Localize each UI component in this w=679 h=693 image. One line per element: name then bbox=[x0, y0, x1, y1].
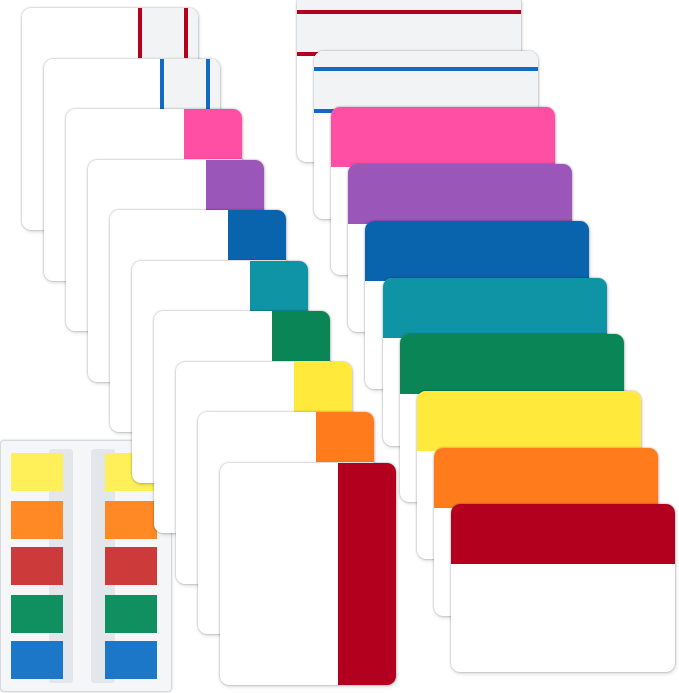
flag bbox=[105, 641, 157, 679]
tab-lines-red bbox=[297, 0, 521, 54]
tab-teal bbox=[382, 277, 607, 338]
tab-line bbox=[297, 10, 521, 14]
tab-lines-red bbox=[140, 8, 198, 58]
tab-card-red bbox=[220, 462, 396, 685]
flag bbox=[105, 501, 157, 539]
flag-sheet bbox=[0, 440, 172, 692]
tab-line bbox=[184, 8, 188, 58]
tab-pink bbox=[331, 107, 556, 168]
tab-blue bbox=[228, 210, 286, 260]
tab-purple bbox=[348, 164, 573, 225]
tab-blue bbox=[365, 220, 590, 281]
tab-line bbox=[314, 66, 539, 71]
flag bbox=[11, 453, 63, 491]
tab-purple bbox=[206, 159, 264, 210]
tab-card-red bbox=[450, 504, 675, 673]
tab-green bbox=[399, 334, 624, 395]
tab-teal bbox=[250, 260, 308, 311]
tab-line bbox=[138, 8, 142, 58]
tab-lines-blue bbox=[162, 58, 220, 109]
tab-green bbox=[272, 311, 330, 361]
flag bbox=[11, 547, 63, 585]
flag bbox=[105, 595, 157, 633]
tab-yellow bbox=[294, 361, 352, 412]
flag bbox=[105, 547, 157, 585]
tab-pink bbox=[184, 109, 242, 159]
tab-line bbox=[206, 58, 210, 109]
tab-red bbox=[338, 462, 396, 685]
tab-orange bbox=[316, 412, 374, 462]
tab-line bbox=[160, 58, 164, 109]
tab-yellow bbox=[416, 390, 641, 451]
tab-lines-blue bbox=[314, 50, 539, 111]
flag bbox=[11, 501, 63, 539]
flag bbox=[11, 595, 63, 633]
flag bbox=[11, 641, 63, 679]
tab-red bbox=[450, 504, 675, 565]
tab-orange bbox=[433, 447, 658, 508]
